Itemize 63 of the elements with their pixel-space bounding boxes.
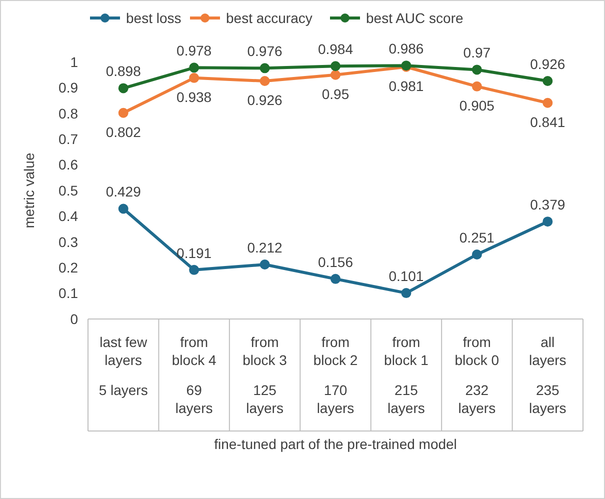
data-label: 0.938: [176, 88, 212, 105]
data-label: 0.802: [106, 124, 142, 140]
y-tick-label: 0.3: [58, 234, 78, 250]
y-tick-label: 0.7: [58, 131, 78, 147]
point: [472, 64, 482, 75]
point: [118, 83, 128, 94]
point: [330, 70, 340, 80]
data-label: 0.379: [530, 196, 566, 213]
point: [118, 108, 128, 118]
y-tick-label: 0.2: [58, 260, 78, 276]
point: [542, 98, 553, 108]
point: [260, 63, 270, 74]
data-label: 0.926: [247, 92, 283, 108]
data-label: 0.191: [176, 244, 212, 261]
data-label: 0.905: [459, 97, 495, 114]
point: [330, 61, 340, 72]
y-tick-label: 0.9: [58, 80, 78, 96]
point: [118, 204, 128, 214]
legend-label: best accuracy: [226, 10, 312, 26]
x-axis-title: fine-tuned part of the pre-trained model: [214, 436, 457, 452]
y-tick-label: 0.6: [58, 156, 78, 173]
x-tick-label: from block 4 69 layers: [172, 334, 216, 416]
data-label: 0.984: [318, 41, 354, 58]
data-label: 0.212: [247, 240, 283, 256]
data-label: 0.978: [176, 42, 212, 59]
point: [472, 249, 482, 260]
point: [472, 81, 482, 92]
x-tick-label: from block 0 232 layers: [454, 334, 500, 416]
data-label: 0.429: [106, 184, 142, 200]
x-tick-label: from block 3 125 layers: [242, 334, 288, 416]
point: [542, 76, 553, 86]
data-label: 0.926: [530, 56, 566, 72]
point: [189, 62, 200, 73]
y-tick-label: 0: [70, 310, 78, 327]
x-tick-label: all layers 235 layers: [528, 334, 566, 416]
x-tick-label: from block 2 170 layers: [313, 334, 358, 416]
point: [330, 274, 340, 284]
point: [260, 260, 270, 270]
data-label: 0.95: [322, 86, 350, 102]
data-label: 0.251: [459, 229, 495, 246]
x-tick-label: from block 1 215 layers: [384, 334, 429, 416]
data-label: 0.976: [247, 43, 283, 60]
y-tick-label: 0.8: [58, 105, 78, 122]
data-label: 0.986: [388, 40, 424, 57]
y-tick-label: 0.5: [58, 182, 78, 198]
point: [189, 72, 200, 83]
point: [189, 264, 200, 275]
y-tick-label: 1: [70, 54, 78, 70]
point: [401, 288, 412, 298]
data-label: 0.841: [530, 114, 566, 130]
point: [260, 76, 270, 86]
data-label: 0.981: [388, 78, 424, 94]
data-label: 0.101: [388, 268, 424, 284]
data-label: 0.156: [318, 254, 354, 270]
x-tick-label: last few layers 5 layers: [98, 334, 148, 398]
data-label: 0.97: [463, 44, 491, 61]
y-tick-label: 0.1: [58, 285, 78, 302]
legend-label: best AUC score: [366, 10, 464, 26]
data-label: 0.898: [106, 63, 142, 80]
point: [542, 216, 553, 227]
legend-label: best loss: [126, 10, 182, 26]
y-axis-title: metric value: [21, 152, 37, 228]
y-tick-label: 0.4: [58, 208, 78, 224]
